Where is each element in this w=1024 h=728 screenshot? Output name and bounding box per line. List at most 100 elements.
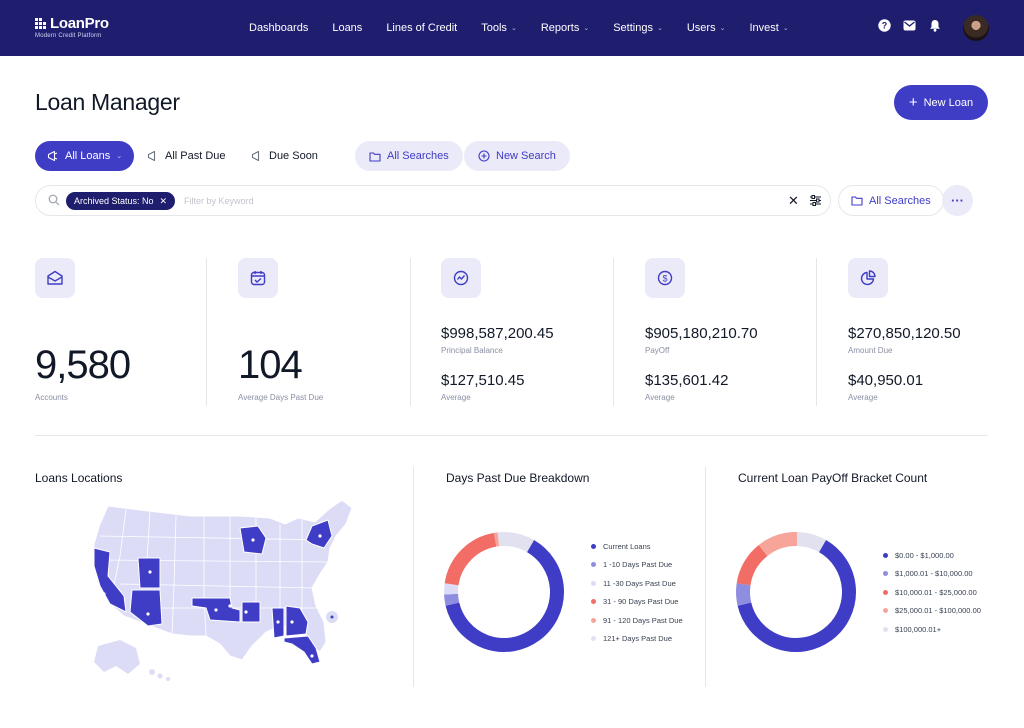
legend-label: $1,000.01 - $10,000.00 <box>895 569 973 579</box>
stat-label: Average Days Past Due <box>238 393 324 402</box>
chevron-down-icon: ⌄ <box>782 25 789 32</box>
stat-icon <box>441 258 481 298</box>
legend-item: 11 -30 Days Past Due <box>591 574 683 593</box>
stat-amount-due: $270,850,120.50 Amount Due $40,950.01 Av… <box>848 258 998 406</box>
legend-dot <box>591 543 596 549</box>
filter-settings-icon[interactable] <box>809 194 822 207</box>
nav-settings[interactable]: Settings ⌄ <box>613 22 663 34</box>
folder-icon <box>851 196 863 206</box>
donut-slice[interactable] <box>445 540 564 652</box>
donut-slice[interactable] <box>444 593 460 606</box>
nav-invest[interactable]: Invest ⌄ <box>749 22 788 34</box>
all-searches-button[interactable]: All Searches <box>355 141 463 171</box>
donut-slice[interactable] <box>758 532 798 557</box>
donut-slice[interactable] <box>497 532 534 553</box>
search-input[interactable] <box>184 192 744 210</box>
divider <box>206 258 207 406</box>
legend-label: 31 - 90 Days Past Due <box>603 597 679 607</box>
stat-average-value: $127,510.45 <box>441 372 525 389</box>
stat-average-label: Average <box>848 393 878 402</box>
legend-dot <box>591 580 596 586</box>
panel-title-payoff: Current Loan PayOff Bracket Count <box>738 471 928 485</box>
stat-label: PayOff <box>645 346 670 355</box>
logo-name: LoanPro <box>50 15 109 32</box>
tab-label: All Loans <box>65 150 111 162</box>
nav-reports[interactable]: Reports ⌄ <box>541 22 589 34</box>
panel-title-locations: Loans Locations <box>35 471 123 485</box>
nav-label: Dashboards <box>249 22 309 34</box>
chevron-down-icon: ⌄ <box>510 25 517 32</box>
stat-icon <box>35 258 75 298</box>
state-new-york <box>305 519 333 549</box>
state-georgia <box>285 605 309 637</box>
nav-users[interactable]: Users ⌄ <box>687 22 726 34</box>
filter-chip[interactable]: Archived Status: No ✕ <box>66 192 176 210</box>
legend-item: $100,000.01+ <box>883 620 981 639</box>
legend-item: 91 - 120 Days Past Due <box>591 611 683 630</box>
stat-days-past-due: 104 Average Days Past Due <box>238 258 408 406</box>
avatar[interactable] <box>963 15 989 41</box>
new-search-button[interactable]: New Search <box>464 141 570 171</box>
logo-icon <box>35 18 46 29</box>
tab-label: All Past Due <box>165 150 226 162</box>
donut-slice[interactable] <box>796 532 826 553</box>
stat-icon: $ <box>645 258 685 298</box>
nav-tools[interactable]: Tools ⌄ <box>481 22 517 34</box>
legend-dot <box>591 636 596 642</box>
legend-dot <box>883 589 888 595</box>
chip-label: Archived Status: No <box>74 196 154 206</box>
tab-all-past-due[interactable]: All Past Due <box>147 141 226 171</box>
divider <box>816 258 817 406</box>
stat-value: 9,580 <box>35 343 131 387</box>
all-searches-dropdown[interactable]: All Searches <box>838 185 944 216</box>
button-label: All Searches <box>869 194 931 207</box>
nav-lines-of-credit[interactable]: Lines of Credit <box>386 22 457 34</box>
donut-slice[interactable] <box>737 540 856 652</box>
button-label: All Searches <box>387 150 449 162</box>
plus-icon: + <box>908 94 918 111</box>
svg-text:$: $ <box>662 273 667 283</box>
nav-label: Reports <box>540 22 580 34</box>
clear-icon[interactable]: ✕ <box>788 193 799 208</box>
legend-item: 1 -10 Days Past Due <box>591 556 683 575</box>
nav-label: Invest <box>749 22 779 34</box>
tab-all-loans[interactable]: All Loans ⌄ <box>35 141 135 171</box>
state-arizona <box>129 589 163 627</box>
chevron-down-icon: ⌄ <box>656 25 663 32</box>
panel-title-dpd: Days Past Due Breakdown <box>446 471 590 485</box>
legend-label: 1 -10 Days Past Due <box>603 560 673 570</box>
help-icon[interactable]: ? <box>878 19 891 32</box>
new-loan-button[interactable]: + New Loan <box>894 85 988 120</box>
search-icon <box>48 194 60 206</box>
mail-icon[interactable] <box>903 19 916 32</box>
logo[interactable]: LoanPro Modern Credit Platform <box>35 15 109 39</box>
close-icon[interactable]: ✕ <box>159 195 168 206</box>
us-map-base <box>93 499 353 661</box>
nav-loans[interactable]: Loans <box>332 22 362 34</box>
stat-accounts: 9,580 Accounts <box>35 258 205 406</box>
main-nav: Dashboards Loans Lines of Credit Tools ⌄ … <box>249 0 813 56</box>
nav-label: Lines of Credit <box>386 22 458 34</box>
nav-dashboards[interactable]: Dashboards <box>249 22 308 34</box>
donut-slice[interactable] <box>736 583 752 606</box>
donut-slice[interactable] <box>444 532 497 586</box>
divider <box>705 467 706 687</box>
stat-average-label: Average <box>645 393 675 402</box>
legend-item: Current Loans <box>591 537 683 556</box>
new-loan-label: New Loan <box>923 96 974 109</box>
divider <box>613 258 614 406</box>
bell-icon[interactable] <box>928 19 941 32</box>
nav-label: Loans <box>332 22 363 34</box>
chevron-down-icon: ⌄ <box>583 25 590 32</box>
divider <box>413 467 414 687</box>
donut-slice[interactable] <box>444 583 459 595</box>
more-options-icon[interactable]: ··· <box>942 185 973 216</box>
legend-dot <box>883 608 888 614</box>
pie-chart-icon <box>860 270 876 286</box>
stat-principal-balance: $998,587,200.45 Principal Balance $127,5… <box>441 258 611 406</box>
legend-label: 121+ Days Past Due <box>603 634 672 644</box>
donut-slice[interactable] <box>736 544 768 586</box>
legend-dot <box>883 571 888 577</box>
legend-item: $10,000.01 - $25,000.00 <box>883 583 981 602</box>
tab-due-soon[interactable]: Due Soon <box>251 141 318 171</box>
